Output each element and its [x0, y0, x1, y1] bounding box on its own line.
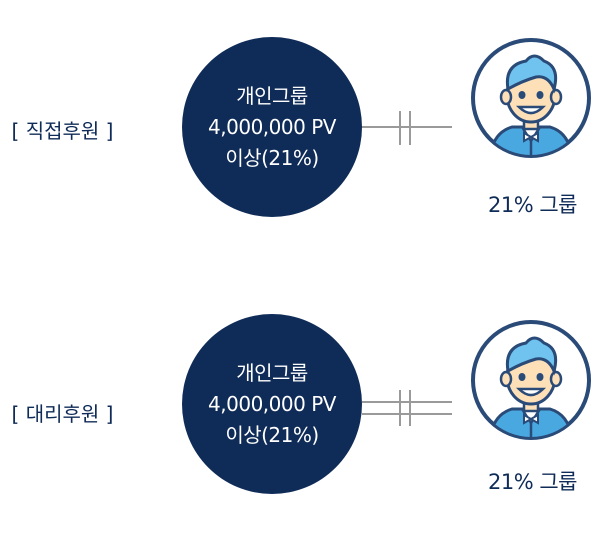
- circle-line-1: 개인그룹: [236, 83, 308, 108]
- row-direct-sponsorship: [ 직접후원 ] 개인그룹 4,000,000 PV 이상(21%): [0, 37, 610, 227]
- double-line-connector: [362, 390, 452, 426]
- circle-line-1: 개인그룹: [236, 360, 308, 385]
- row-label: [ 직접후원 ]: [11, 119, 114, 143]
- row-label: [ 대리후원 ]: [11, 402, 114, 426]
- person-avatar-icon: [471, 38, 591, 158]
- person-avatar-icon: [471, 320, 591, 440]
- member-group-label: 21% 그룹: [488, 470, 578, 494]
- circle-line-2: 4,000,000 PV: [208, 114, 336, 139]
- personal-group-circle: 개인그룹 4,000,000 PV 이상(21%): [182, 37, 362, 217]
- circle-line-3: 이상(21%): [225, 422, 319, 447]
- circle-line-3: 이상(21%): [225, 145, 319, 170]
- circle-line-2: 4,000,000 PV: [208, 391, 336, 416]
- personal-group-circle: 개인그룹 4,000,000 PV 이상(21%): [182, 314, 362, 494]
- member-group-label: 21% 그룹: [488, 193, 578, 217]
- single-line-connector: [362, 111, 452, 145]
- row-proxy-sponsorship: [ 대리후원 ] 개인그룹 4,000,000 PV 이상(21%): [0, 314, 610, 504]
